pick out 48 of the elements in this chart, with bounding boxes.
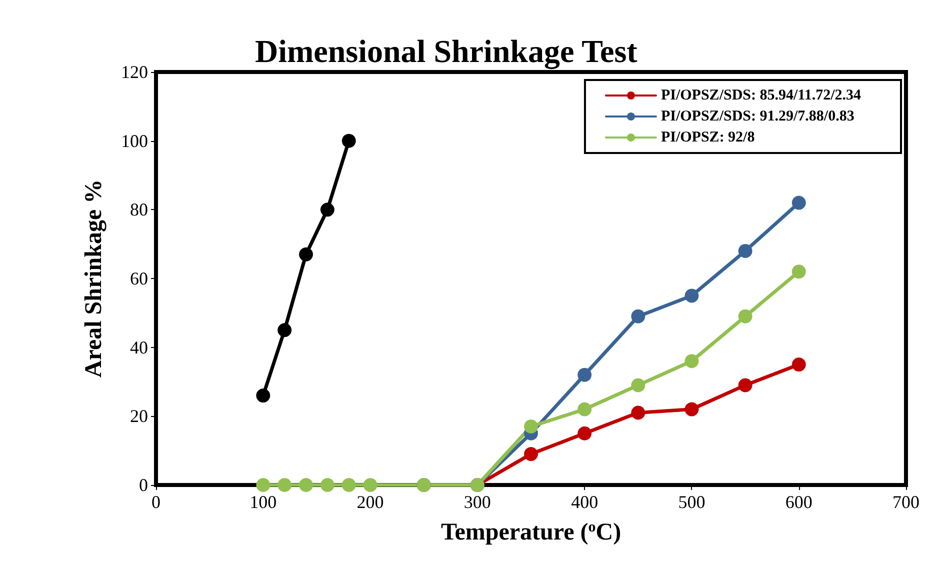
point bbox=[684, 354, 699, 368]
y-tick-label: 60 bbox=[130, 268, 148, 288]
y-axis-title: Areal Shrinkage % bbox=[81, 179, 107, 378]
point bbox=[256, 388, 270, 403]
point bbox=[792, 358, 806, 372]
point bbox=[363, 478, 378, 492]
point bbox=[738, 378, 752, 392]
y-tick-label: 100 bbox=[121, 130, 148, 151]
x-tick-label: 100 bbox=[250, 492, 277, 512]
point bbox=[792, 196, 806, 210]
legend-label: PI/OPSZ/SDS: 91.29/7.88/0.83 bbox=[660, 108, 854, 124]
y-tick-label: 40 bbox=[130, 337, 148, 358]
x-tick-label: 0 bbox=[152, 492, 160, 512]
x-tick-label: 300 bbox=[464, 492, 491, 512]
point bbox=[278, 478, 292, 492]
point bbox=[320, 478, 334, 492]
point bbox=[256, 478, 270, 492]
x-tick-label: 700 bbox=[892, 492, 920, 512]
chart-title: Dimensional Shrinkage Test bbox=[255, 33, 638, 70]
y-tick-label: 0 bbox=[139, 475, 148, 495]
point bbox=[631, 309, 646, 324]
y-tick-label: 80 bbox=[130, 200, 148, 220]
point bbox=[342, 478, 356, 492]
point bbox=[578, 368, 592, 382]
point bbox=[738, 244, 752, 258]
point bbox=[320, 202, 334, 217]
point bbox=[299, 247, 313, 262]
point bbox=[684, 288, 699, 303]
point bbox=[524, 419, 538, 434]
point bbox=[631, 406, 646, 420]
y-tick-label: 120 bbox=[121, 62, 148, 82]
x-tick-label: 500 bbox=[678, 492, 706, 512]
point bbox=[342, 134, 356, 148]
point bbox=[299, 478, 313, 492]
legend-label: PI/OPSZ/SDS: 85.94/11.72/2.34 bbox=[660, 88, 862, 104]
x-tick-label: 200 bbox=[356, 492, 384, 512]
point bbox=[578, 402, 592, 416]
point bbox=[578, 426, 592, 440]
legend-label: PI/OPSZ: 92/8 bbox=[660, 130, 755, 146]
x-tick-label: 600 bbox=[785, 492, 812, 512]
point bbox=[738, 309, 752, 324]
point bbox=[684, 402, 699, 416]
point bbox=[631, 378, 646, 392]
point bbox=[524, 447, 538, 462]
point bbox=[278, 323, 292, 338]
x-tick-label: 400 bbox=[571, 492, 598, 512]
y-tick-label: 20 bbox=[130, 406, 148, 426]
point bbox=[792, 264, 806, 279]
